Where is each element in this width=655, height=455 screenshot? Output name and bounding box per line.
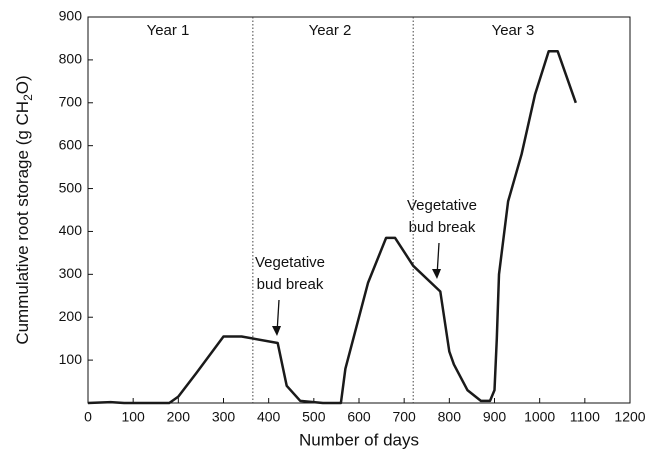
x-tick-label: 700 — [392, 409, 416, 425]
y-tick-label: 900 — [59, 8, 83, 24]
y-tick-label: 700 — [59, 93, 83, 109]
y-tick-label: 100 — [59, 351, 83, 367]
x-tick-label: 1200 — [614, 409, 645, 425]
x-tick-label: 200 — [167, 409, 191, 425]
x-tick-label: 400 — [257, 409, 281, 425]
annotation: bud break — [257, 276, 324, 293]
x-tick-label: 500 — [302, 409, 326, 425]
year-label: Year 3 — [492, 22, 535, 39]
annotation: bud break — [409, 219, 476, 236]
annotation: Vegetative — [407, 197, 477, 214]
y-tick-label: 600 — [59, 136, 83, 152]
y-tick-label: 200 — [59, 308, 83, 324]
plot-frame — [87, 16, 631, 404]
x-tick-label: 1000 — [524, 409, 555, 425]
x-axis-title: Number of days — [299, 430, 419, 449]
y-axis-title: Cummulative root storage (g CH2O) — [13, 75, 35, 344]
annotation: Vegetative — [255, 254, 325, 271]
x-tick-label: 900 — [483, 409, 507, 425]
y-axis-title-sub: 2 — [21, 94, 35, 101]
year-label: Year 2 — [309, 22, 352, 39]
x-tick-label: 800 — [438, 409, 462, 425]
y-axis-title-part: O) — [13, 75, 32, 94]
x-tick-label: 300 — [212, 409, 236, 425]
x-tick-label: 600 — [347, 409, 371, 425]
year-label: Year 1 — [147, 22, 190, 39]
data-line — [87, 50, 577, 405]
y-tick-label: 300 — [59, 265, 83, 281]
x-tick-label: 1100 — [570, 409, 600, 425]
y-axis-title-part: Cummulative root storage (g CH — [13, 101, 32, 345]
x-tick-label: 100 — [121, 409, 145, 425]
arrow-head — [272, 326, 281, 336]
y-tick-label: 400 — [59, 222, 83, 238]
x-tick-label: 0 — [84, 409, 92, 425]
arrow-head — [432, 269, 441, 279]
y-tick-label: 800 — [59, 51, 83, 67]
y-tick-label: 500 — [59, 179, 83, 195]
